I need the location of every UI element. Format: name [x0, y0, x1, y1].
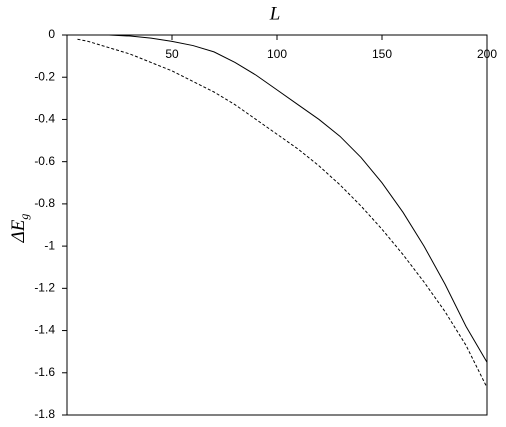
x-tick-label: 150 [372, 47, 392, 61]
y-tick-label: -1.8 [34, 407, 55, 421]
y-tick-label: -1 [44, 238, 55, 252]
y-tick-label: 0 [48, 27, 55, 41]
x-tick-label: 100 [267, 47, 287, 61]
y-tick-label: -0.8 [34, 196, 55, 210]
data-line [77, 38, 488, 388]
x-tick-label: 50 [165, 47, 179, 61]
y-tick-label: -0.4 [34, 112, 55, 126]
y-axis-title-main: ΔE [8, 219, 29, 243]
data-line [108, 34, 488, 363]
y-tick-label: -0.2 [34, 69, 55, 83]
y-tick-label: -1.6 [34, 365, 55, 379]
x-axis-title: L [269, 3, 281, 24]
y-tick-label: -1.4 [34, 323, 55, 337]
x-tick-label: 200 [477, 47, 497, 61]
plot-frame [66, 34, 488, 416]
y-tick-label: -0.6 [34, 154, 55, 168]
y-axis-title: ΔEg [8, 214, 30, 244]
y-axis-title-sub: g [17, 214, 31, 220]
y-tick-label: -1.2 [34, 281, 55, 295]
